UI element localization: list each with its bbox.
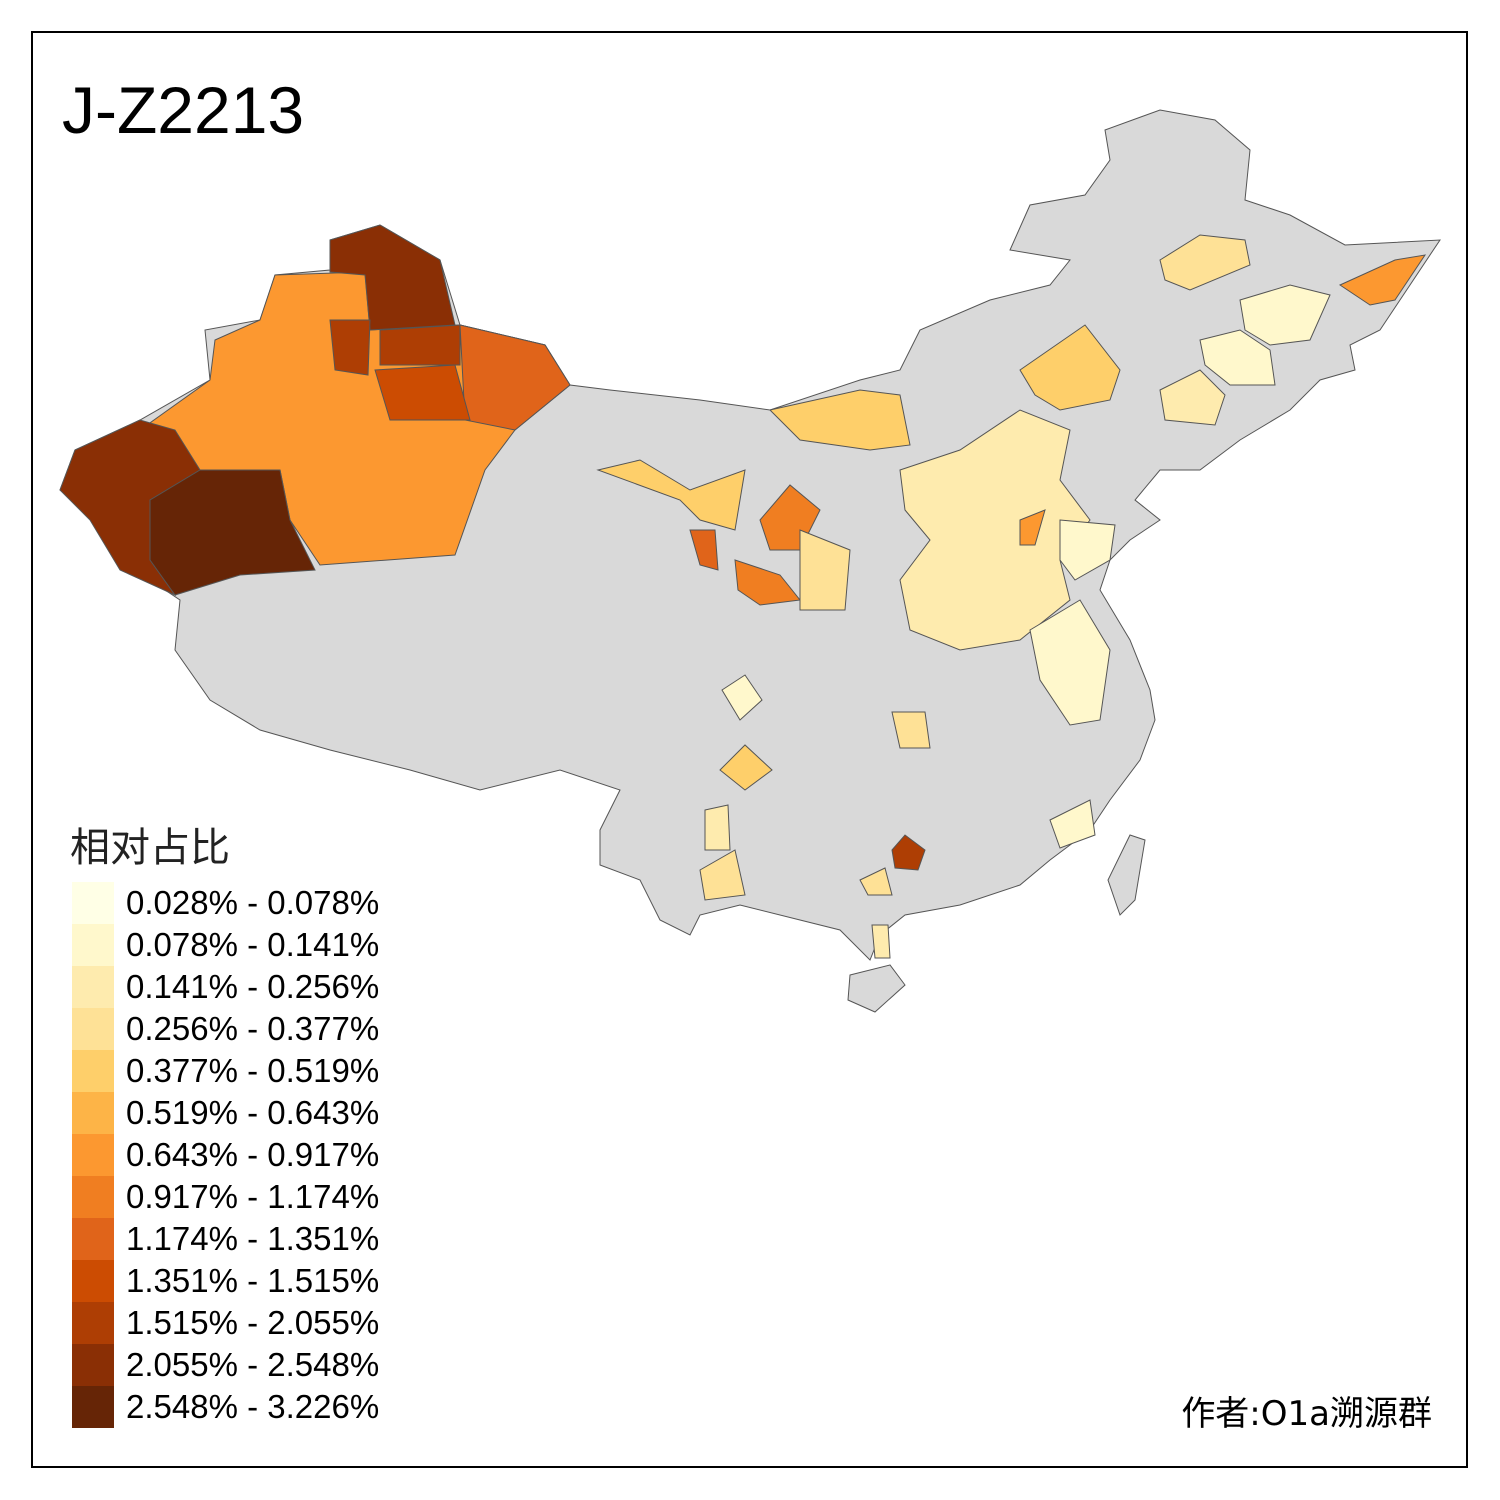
legend: 0.028% - 0.078% 0.078% - 0.141% 0.141% - 0… bbox=[72, 882, 379, 1428]
region-urumqi bbox=[379, 324, 461, 366]
legend-label: 1.515% - 2.055% bbox=[126, 1304, 380, 1341]
legend-item: 0.256% - 0.377% bbox=[72, 1008, 379, 1050]
legend-swatch bbox=[72, 1176, 114, 1218]
legend-swatch bbox=[72, 1134, 114, 1176]
legend-label: 0.028% - 0.078% bbox=[126, 884, 380, 921]
legend-swatch bbox=[72, 924, 114, 966]
region-heilongjiang-a bbox=[1159, 234, 1251, 291]
legend-label: 1.174% - 1.351% bbox=[126, 1220, 380, 1257]
legend-swatch bbox=[72, 1302, 114, 1344]
region-sichuan-a bbox=[721, 674, 763, 721]
legend-item: 0.141% - 0.256% bbox=[72, 966, 379, 1008]
legend-swatch bbox=[72, 1008, 114, 1050]
region-yunnan-a bbox=[704, 804, 731, 851]
legend-label: 0.519% - 0.643% bbox=[126, 1094, 380, 1131]
author-credit: 作者:O1a溯源群 bbox=[1181, 1394, 1432, 1434]
region-yunnan-b bbox=[699, 849, 746, 901]
legend-swatch bbox=[72, 882, 114, 924]
legend-swatch bbox=[72, 1386, 114, 1428]
region-fujian bbox=[1049, 799, 1096, 849]
region-hunan bbox=[891, 711, 931, 749]
region-gannan bbox=[734, 559, 801, 606]
legend-label: 0.643% - 0.917% bbox=[126, 1136, 380, 1173]
legend-title: 相对占比 bbox=[70, 825, 230, 871]
region-leizhou bbox=[871, 924, 891, 959]
region-shaanxi bbox=[799, 529, 851, 611]
legend-swatch bbox=[72, 1218, 114, 1260]
legend-label: 2.055% - 2.548% bbox=[126, 1346, 380, 1383]
region-liaoning bbox=[1159, 369, 1226, 426]
region-gansu-west bbox=[596, 459, 746, 531]
legend-swatch bbox=[72, 1260, 114, 1302]
legend-label: 2.548% - 3.226% bbox=[126, 1388, 380, 1425]
legend-label: 0.917% - 1.174% bbox=[126, 1178, 380, 1215]
region-heilongjiang-b bbox=[1239, 284, 1331, 346]
region-guangxi-hotspot bbox=[891, 834, 926, 871]
legend-item: 0.643% - 0.917% bbox=[72, 1134, 379, 1176]
legend-swatch bbox=[72, 966, 114, 1008]
region-hotan bbox=[149, 469, 316, 596]
region-changji bbox=[329, 319, 371, 376]
region-north-china bbox=[899, 409, 1091, 651]
legend-swatch bbox=[72, 1092, 114, 1134]
region-jilin bbox=[1199, 329, 1276, 386]
region-shandong bbox=[1059, 519, 1116, 581]
legend-item: 0.917% - 1.174% bbox=[72, 1176, 379, 1218]
legend-label: 1.351% - 1.515% bbox=[126, 1262, 380, 1299]
region-turpan bbox=[374, 364, 471, 421]
legend-swatch bbox=[72, 1050, 114, 1092]
legend-label: 0.141% - 0.256% bbox=[126, 968, 380, 1005]
region-sichuan-b bbox=[719, 744, 773, 791]
legend-item: 0.078% - 0.141% bbox=[72, 924, 379, 966]
legend-item: 0.028% - 0.078% bbox=[72, 882, 379, 924]
legend-item: 1.351% - 1.515% bbox=[72, 1260, 379, 1302]
region-hainan bbox=[847, 964, 906, 1013]
legend-item: 2.055% - 2.548% bbox=[72, 1344, 379, 1386]
legend-item: 0.377% - 0.519% bbox=[72, 1050, 379, 1092]
region-linxia bbox=[689, 529, 719, 571]
legend-label: 0.377% - 0.519% bbox=[126, 1052, 380, 1089]
legend-label: 0.256% - 0.377% bbox=[126, 1010, 380, 1047]
region-jixi bbox=[1338, 254, 1427, 306]
legend-item: 0.519% - 0.643% bbox=[72, 1092, 379, 1134]
legend-item: 1.174% - 1.351% bbox=[72, 1218, 379, 1260]
region-inner-mongolia bbox=[769, 389, 911, 451]
legend-item: 1.515% - 2.055% bbox=[72, 1302, 379, 1344]
legend-item: 2.548% - 3.226% bbox=[72, 1386, 379, 1428]
region-taiwan bbox=[1107, 834, 1146, 916]
map-title: J-Z2213 bbox=[62, 73, 305, 147]
region-henan-accent bbox=[1019, 509, 1046, 546]
legend-swatch bbox=[72, 1344, 114, 1386]
region-hulunbuir-south bbox=[1019, 324, 1121, 411]
map-frame bbox=[31, 31, 1468, 1468]
region-guangxi-b bbox=[859, 867, 893, 896]
region-jiangsu bbox=[1029, 599, 1111, 726]
legend-label: 0.078% - 0.141% bbox=[126, 926, 380, 963]
